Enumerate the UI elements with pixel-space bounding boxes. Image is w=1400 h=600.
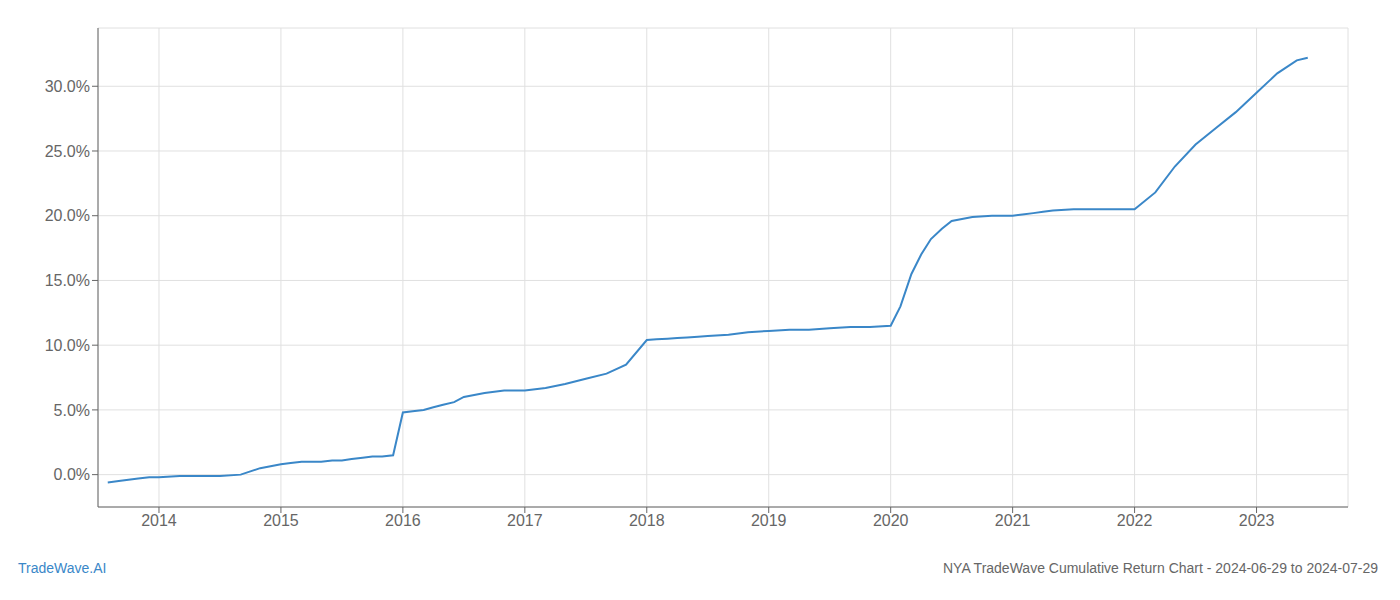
svg-text:2015: 2015 [263, 512, 299, 529]
html-text:NYA TradeWave Cumulative Retur: NYA TradeWave Cumulative Return Chart - … [943, 560, 1378, 576]
svg-text:5.0%: 5.0% [54, 402, 90, 419]
svg-text:2017: 2017 [507, 512, 543, 529]
svg-text:2023: 2023 [1239, 512, 1275, 529]
svg-text:2016: 2016 [385, 512, 421, 529]
svg-text:2022: 2022 [1117, 512, 1153, 529]
svg-text:10.0%: 10.0% [45, 337, 90, 354]
svg-text:20.0%: 20.0% [45, 207, 90, 224]
svg-text:2018: 2018 [629, 512, 665, 529]
svg-text:2014: 2014 [141, 512, 177, 529]
svg-text:25.0%: 25.0% [45, 143, 90, 160]
svg-text:30.0%: 30.0% [45, 78, 90, 95]
svg-text:2021: 2021 [995, 512, 1031, 529]
svg-text:2019: 2019 [751, 512, 787, 529]
svg-text:0.0%: 0.0% [54, 466, 90, 483]
svg-text:2020: 2020 [873, 512, 909, 529]
html-text:TradeWave.AI: TradeWave.AI [18, 560, 107, 576]
svg-text:15.0%: 15.0% [45, 272, 90, 289]
